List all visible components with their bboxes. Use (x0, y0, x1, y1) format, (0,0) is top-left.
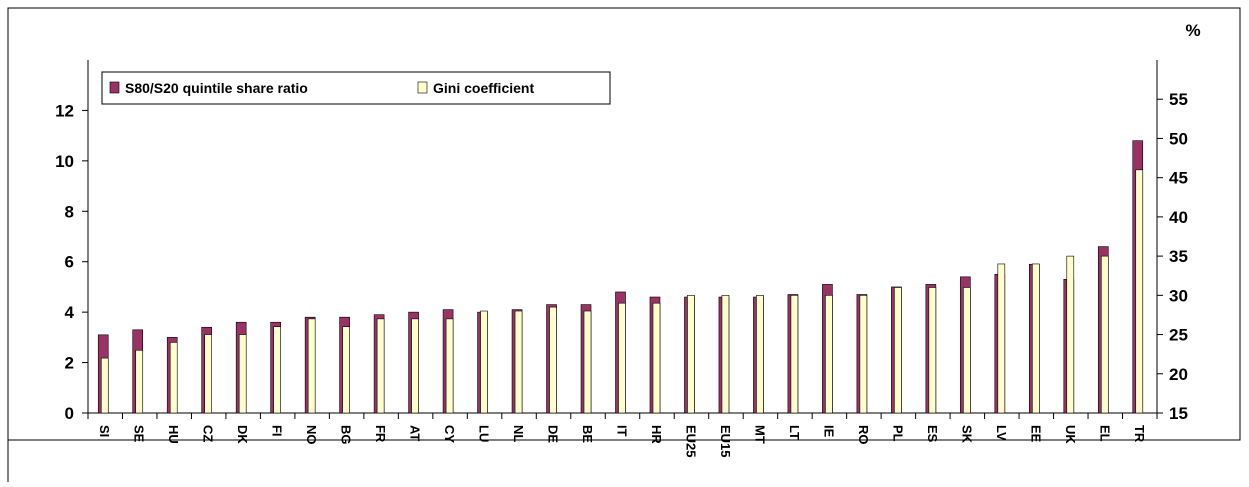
x-tick-label: UK (1063, 425, 1078, 444)
x-tick-label: TR (1132, 425, 1147, 443)
x-tick-label: DK (235, 425, 250, 444)
bar (825, 295, 833, 414)
bar (238, 334, 247, 414)
bar (1066, 255, 1075, 414)
bar (1135, 169, 1144, 414)
y-tick-label: 2 (65, 354, 74, 373)
bar (928, 287, 937, 414)
x-tick-label: EU15 (718, 425, 733, 458)
bar (721, 295, 730, 414)
bar (135, 349, 144, 414)
bar (583, 310, 592, 414)
bar (963, 287, 971, 414)
y2-tick-label: 15 (1169, 404, 1188, 423)
x-tick-label: BG (339, 425, 354, 445)
bar (756, 295, 764, 414)
y2-tick-label: 25 (1169, 326, 1188, 345)
x-tick-label: BE (580, 425, 595, 443)
y-tick-label: 4 (65, 303, 75, 322)
bar (1100, 255, 1109, 414)
x-tick-label: LU (477, 425, 492, 442)
y-tick-label: 0 (65, 404, 74, 423)
y-tick-label: 12 (55, 101, 74, 120)
x-tick-label: HU (166, 425, 181, 444)
bar (169, 342, 178, 414)
y2-tick-label: 40 (1169, 208, 1188, 227)
bar (859, 295, 868, 414)
bar (652, 302, 661, 414)
x-tick-label: RO (856, 425, 871, 445)
bar (307, 318, 316, 414)
legend-swatch (417, 81, 428, 94)
x-tick-label: SI (97, 425, 112, 437)
bar (342, 326, 350, 414)
x-tick-label: HR (649, 425, 664, 444)
bar (687, 295, 695, 414)
y-tick-label: 6 (65, 253, 74, 272)
x-tick-label: SK (959, 425, 974, 444)
bar (273, 326, 281, 414)
x-tick-label: MT (752, 425, 767, 444)
x-tick-label: CZ (201, 425, 216, 442)
bar (445, 318, 454, 414)
x-tick-label: FI (270, 425, 285, 437)
y-tick-label: 10 (55, 152, 74, 171)
x-tick-label: AT (408, 425, 423, 441)
x-tick-label: SE (132, 425, 147, 443)
bar (997, 263, 1006, 414)
bar (549, 306, 557, 414)
x-tick-label: EL (1097, 425, 1112, 442)
legend (101, 71, 611, 105)
x-tick-label: EU25 (683, 425, 698, 458)
bar (480, 310, 488, 414)
y2-tick-label: 55 (1169, 90, 1188, 109)
legend-label: Gini coefficient (433, 80, 534, 96)
y2-axis-label: % (1185, 21, 1200, 40)
y2-tick-label: 20 (1169, 365, 1188, 384)
x-tick-label: IE (821, 425, 836, 438)
bar (790, 295, 799, 414)
bar (204, 334, 212, 414)
bar (411, 318, 419, 414)
x-tick-label: LV (994, 425, 1009, 441)
legend-box (101, 71, 611, 105)
x-tick-label: CY (442, 425, 457, 443)
x-tick-label: PL (890, 425, 905, 442)
frame (7, 7, 1241, 441)
bar (100, 357, 109, 414)
y2-tick-label: 35 (1169, 247, 1188, 266)
x-tick-label: NO (304, 425, 319, 445)
x-tick-label: EE (1028, 425, 1043, 443)
x-tick-label: LT (787, 425, 802, 440)
x-tick-label: FR (373, 425, 388, 443)
x-tick-label: ES (925, 425, 940, 443)
bar (1032, 263, 1040, 414)
legend-swatch (109, 81, 120, 94)
bar (376, 318, 385, 414)
x-tick-label: IT (615, 425, 630, 437)
y-tick-label: 8 (65, 202, 74, 221)
y2-tick-label: 30 (1169, 286, 1188, 305)
y2-tick-label: 45 (1169, 169, 1188, 188)
x-tick-label: DE (546, 425, 561, 443)
bar (894, 287, 902, 414)
legend-label: S80/S20 quintile share ratio (125, 80, 308, 96)
x-tick-label: NL (511, 425, 526, 442)
bar (514, 310, 523, 414)
y2-tick-label: 50 (1169, 129, 1188, 148)
bar (618, 302, 626, 414)
